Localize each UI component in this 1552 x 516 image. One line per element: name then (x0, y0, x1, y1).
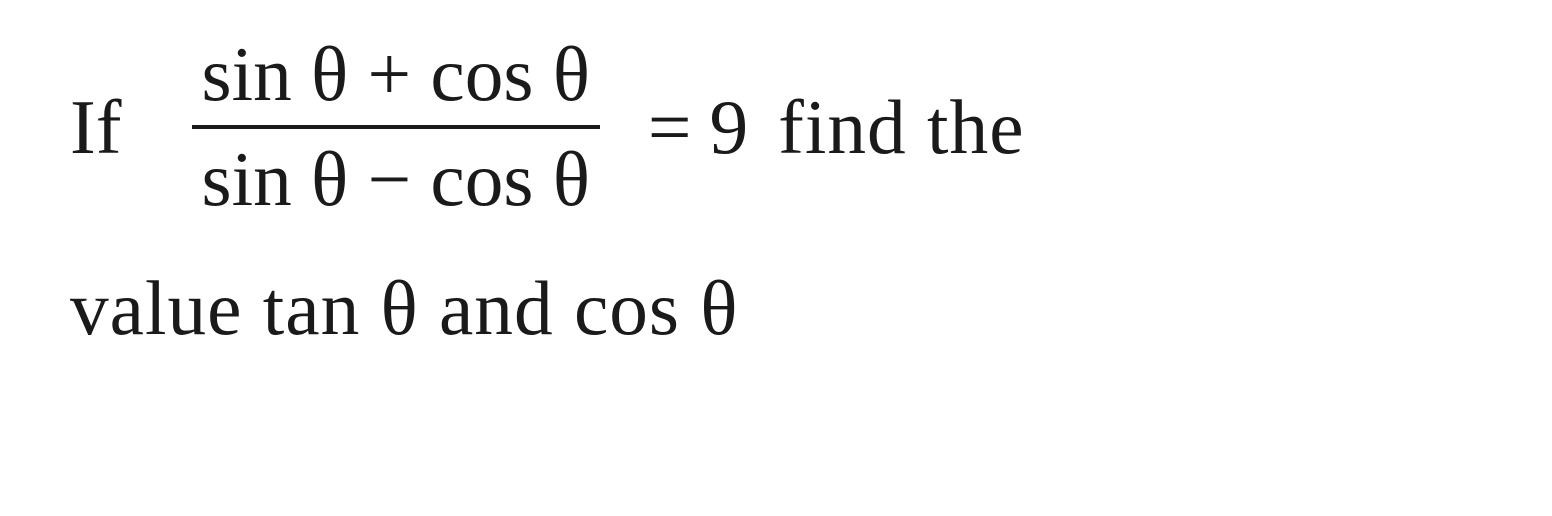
find-the-text: find the (778, 83, 1024, 172)
rhs-value: 9 (709, 83, 748, 172)
numerator: sin θ + cos θ (192, 30, 600, 125)
denominator: sin θ − cos θ (192, 129, 600, 224)
equals-sign: = (648, 83, 692, 172)
line-2: value tan θ and cos θ (70, 264, 1502, 353)
if-word: If (70, 83, 122, 172)
line-1: If sin θ + cos θ sin θ − cos θ = 9 find … (70, 30, 1502, 224)
math-problem-text: If sin θ + cos θ sin θ − cos θ = 9 find … (0, 0, 1552, 373)
fraction: sin θ + cos θ sin θ − cos θ (192, 30, 600, 224)
